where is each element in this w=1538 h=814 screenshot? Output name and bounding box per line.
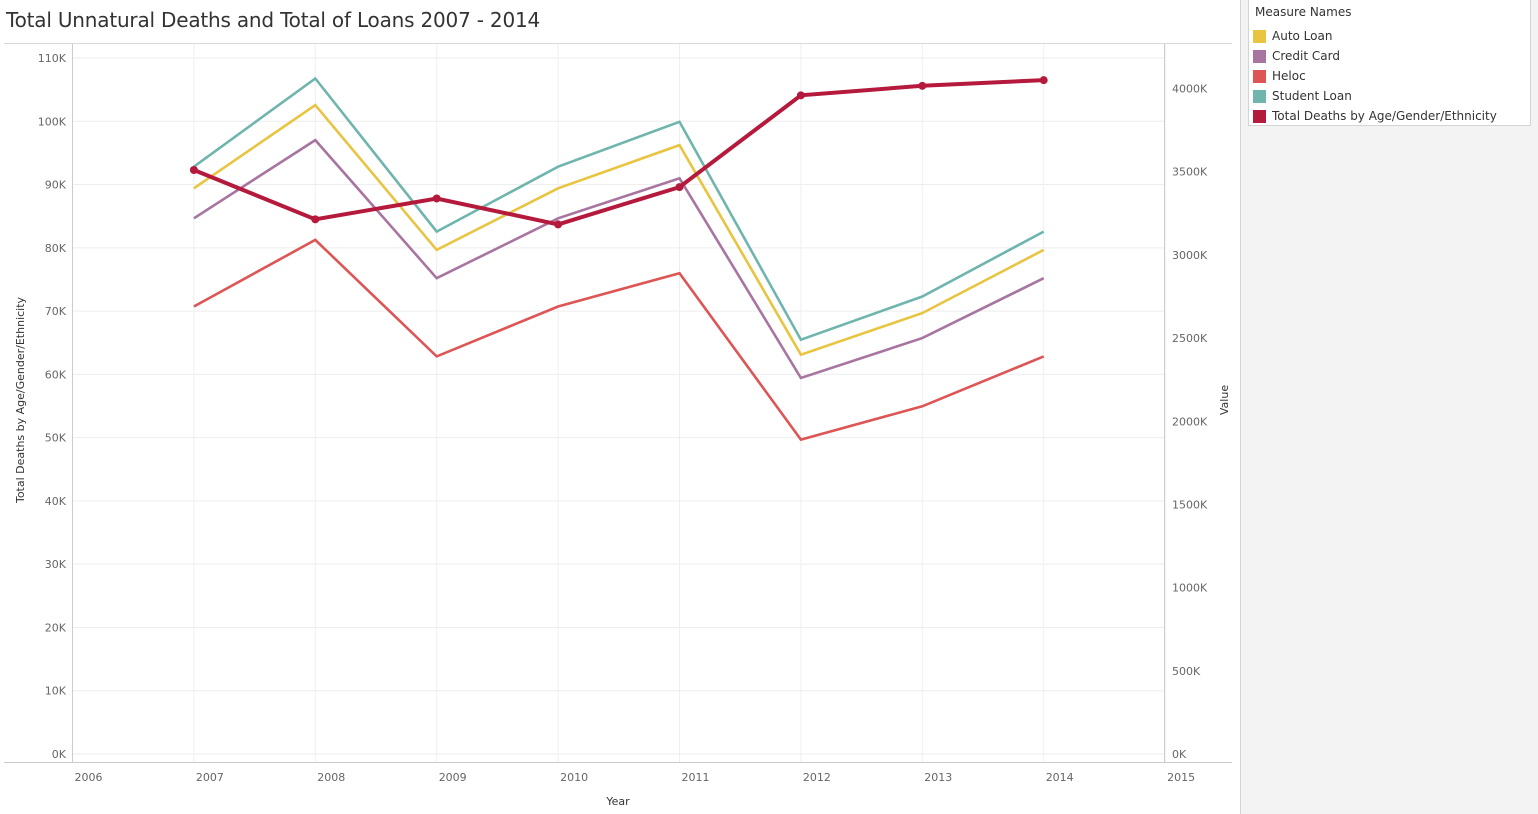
series-line-heloc <box>193 238 1045 442</box>
line-chart[interactable]: 0K 10K 20K 30K 40K 50K 60K 70K 80K 90K 100K 110K 0K 5… <box>0 0 1238 814</box>
right-y-tick-label: 3500K <box>1172 166 1208 179</box>
right-y-tick-label: 0K <box>1172 748 1187 761</box>
series-point-total-deaths <box>554 220 563 229</box>
right-y-tick-label: 4000K <box>1172 83 1208 96</box>
legend-item-total-deaths[interactable]: Total Deaths by Age/Gender/Ethnicity <box>1253 108 1497 124</box>
series-point-total-deaths <box>796 91 805 100</box>
legend-label-student-loan: Student Loan <box>1272 89 1352 103</box>
title-divider <box>4 43 1232 44</box>
right-y-tick-label: 2500K <box>1172 332 1208 345</box>
right-y-tick-label: 500K <box>1172 665 1201 678</box>
x-tick-label: 2012 <box>803 771 831 784</box>
series-line-auto-loan <box>193 103 1045 357</box>
right-y-tick-label: 3000K <box>1172 249 1208 262</box>
left-y-tick-label: 110K <box>38 52 67 65</box>
x-tick-label: 2007 <box>196 771 224 784</box>
legend-item-auto-loan[interactable]: Auto Loan <box>1253 28 1332 44</box>
left-y-tick-label: 80K <box>45 242 67 255</box>
x-tick-label: 2014 <box>1046 771 1074 784</box>
left-y-axis-title: Total Deaths by Age/Gender/Ethnicity <box>14 296 27 504</box>
x-tick-label: 2008 <box>317 771 345 784</box>
legend-item-credit-card[interactable]: Credit Card <box>1253 48 1340 64</box>
legend-title: Measure Names <box>1255 5 1352 19</box>
left-y-tick-label: 20K <box>45 621 67 634</box>
gridlines <box>72 44 1166 762</box>
legend[interactable]: Measure Names Auto Loan Credit Card Helo… <box>1248 0 1531 126</box>
x-tick-label: 2011 <box>682 771 710 784</box>
series-line-credit-card <box>193 138 1045 380</box>
x-tick-label: 2006 <box>75 771 103 784</box>
side-panel <box>1240 0 1538 814</box>
left-y-tick-label: 70K <box>45 305 67 318</box>
legend-item-student-loan[interactable]: Student Loan <box>1253 88 1352 104</box>
series-point-total-deaths <box>189 165 198 174</box>
legend-swatch-credit-card <box>1253 49 1266 63</box>
legend-label-total-deaths: Total Deaths by Age/Gender/Ethnicity <box>1272 109 1497 123</box>
legend-label-credit-card: Credit Card <box>1272 49 1340 63</box>
left-y-tick-label: 30K <box>45 558 67 571</box>
right-y-tick-label: 1500K <box>1172 498 1208 511</box>
left-y-tick-label: 50K <box>45 432 67 445</box>
left-y-tick-label: 90K <box>45 179 67 192</box>
x-tick-label: 2013 <box>924 771 952 784</box>
left-y-tick-label: 40K <box>45 495 67 508</box>
legend-swatch-heloc <box>1253 69 1266 83</box>
left-y-tick-label: 60K <box>45 368 67 381</box>
legend-label-heloc: Heloc <box>1272 69 1306 83</box>
series-line-student-loan <box>193 76 1045 342</box>
axes: 0K 10K 20K 30K 40K 50K 60K 70K 80K 90K 100K 110K 0K 5… <box>4 44 1232 784</box>
x-tick-label: 2015 <box>1167 771 1195 784</box>
x-tick-label: 2010 <box>560 771 588 784</box>
series-lines <box>189 76 1048 442</box>
chart-title: Total Unnatural Deaths and Total of Loan… <box>6 8 541 32</box>
right-y-tick-label: 2000K <box>1172 415 1208 428</box>
x-axis-title: Year <box>605 795 630 808</box>
legend-swatch-total-deaths <box>1253 109 1266 123</box>
left-y-tick-label: 0K <box>52 748 67 761</box>
legend-swatch-student-loan <box>1253 89 1266 103</box>
series-line-total-deaths <box>193 78 1044 227</box>
right-y-axis-title: Value <box>1218 385 1231 415</box>
right-y-tick-label: 1000K <box>1172 582 1208 595</box>
left-y-tick-label: 10K <box>45 685 67 698</box>
series-point-total-deaths <box>1039 76 1048 85</box>
legend-item-heloc[interactable]: Heloc <box>1253 68 1306 84</box>
series-point-total-deaths <box>675 183 684 192</box>
series-point-total-deaths <box>432 194 441 203</box>
left-y-tick-label: 100K <box>38 115 67 128</box>
legend-swatch-auto-loan <box>1253 29 1266 43</box>
series-point-total-deaths <box>311 215 320 224</box>
x-tick-label: 2009 <box>439 771 467 784</box>
series-point-total-deaths <box>918 81 927 90</box>
legend-label-auto-loan: Auto Loan <box>1272 29 1333 43</box>
